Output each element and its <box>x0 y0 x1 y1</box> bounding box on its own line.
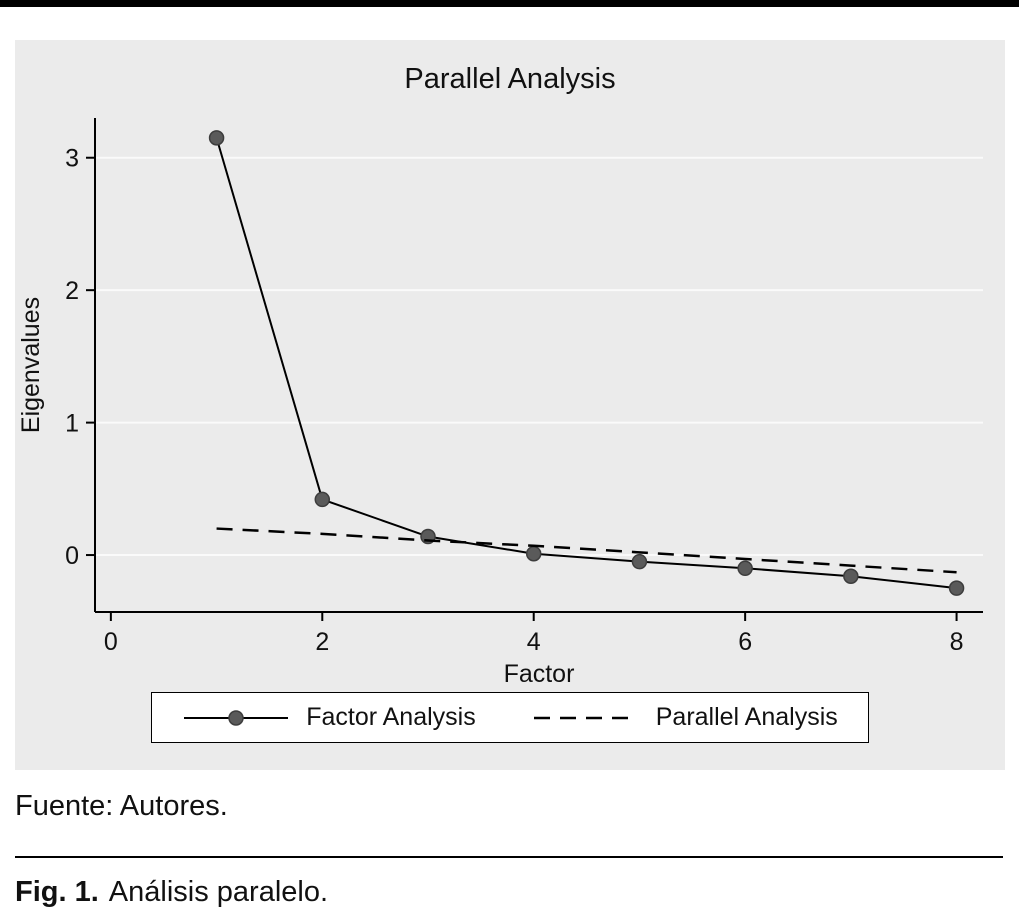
x-tick-label: 4 <box>527 628 541 656</box>
y-tick-label: 0 <box>65 542 79 570</box>
data-point-marker <box>843 568 859 584</box>
legend-label-parallel-analysis: Parallel Analysis <box>655 703 838 731</box>
chart-title: Parallel Analysis <box>404 63 616 95</box>
scree-plot-canvas: 0 1 2 3 0 2 4 6 8 Factor Eigenvalues <box>17 118 983 688</box>
data-point-marker <box>525 545 542 562</box>
y-tick-label: 1 <box>65 410 79 438</box>
dashed-line-sample <box>533 716 638 719</box>
data-point-marker <box>208 130 225 146</box>
y-tick-label: 3 <box>65 145 79 173</box>
y-axis-title: Eigenvalues <box>17 297 45 433</box>
x-tick-label: 2 <box>315 628 329 656</box>
chart-legend: Factor Analysis Parallel Analysis <box>151 692 869 743</box>
x-tick-label: 6 <box>738 628 752 656</box>
data-point-marker <box>948 580 965 596</box>
source-note: Fuente: Autores. <box>15 790 228 822</box>
caption-divider <box>15 856 1003 858</box>
legend-label-factor-analysis: Factor Analysis <box>306 703 476 731</box>
legend-item-factor-analysis: Factor Analysis <box>182 703 476 732</box>
data-point-marker <box>737 560 753 577</box>
solid-line-marker-sample <box>184 709 289 726</box>
legend-row: Factor Analysis Parallel Analysis <box>15 692 1005 743</box>
x-tick-label: 0 <box>104 628 118 656</box>
legend-marker-dot <box>228 709 244 726</box>
x-tick-label: 8 <box>950 628 964 656</box>
top-rule-divider <box>0 0 1019 7</box>
y-tick-label: 2 <box>65 277 79 305</box>
x-axis-title: Factor <box>504 660 575 688</box>
series-line-factor-analysis <box>215 137 957 590</box>
series-line-parallel-analysis <box>216 527 957 574</box>
data-point-marker <box>314 491 331 508</box>
caption-label: Fig. 1. <box>15 876 99 908</box>
figure-caption: Fig. 1. Análisis paralelo. <box>15 876 328 909</box>
chart-panel: Parallel Analysis 0 1 2 3 0 2 4 6 8 Factor Eigenva… <box>15 40 1005 770</box>
caption-text: Análisis paralelo. <box>108 876 329 908</box>
data-point-marker <box>631 553 648 570</box>
legend-item-parallel-analysis: Parallel Analysis <box>532 703 838 732</box>
